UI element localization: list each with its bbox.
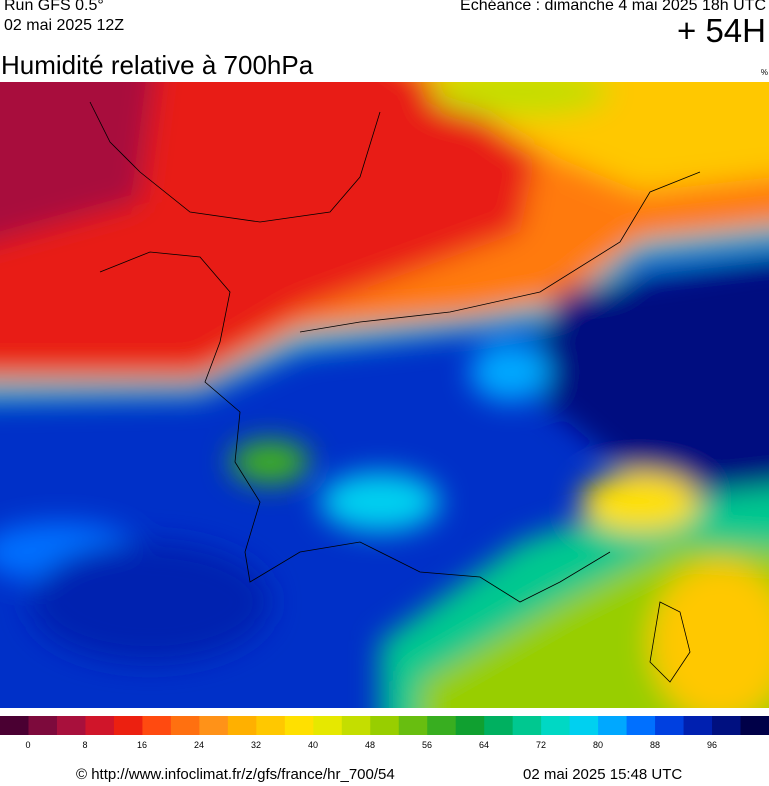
colorbar-swatch (712, 716, 742, 735)
colorbar-swatch (56, 716, 86, 735)
map (0, 82, 769, 708)
colorbar-swatch (655, 716, 685, 735)
colorbar-swatch (370, 716, 400, 735)
echeance: Echéance : dimanche 4 mai 2025 18h UTC (460, 0, 766, 14)
colorbar-label: 96 (707, 740, 717, 750)
colorbar-label: 16 (137, 740, 147, 750)
colorbar-swatch (569, 716, 599, 735)
colorbar-swatch (113, 716, 143, 735)
colorbar-swatch (341, 716, 371, 735)
colorbar-swatch (227, 716, 257, 735)
colorbar-swatch (740, 716, 769, 735)
colorbar-swatch (256, 716, 286, 735)
colorbar-swatch (142, 716, 172, 735)
colorbar-label: 48 (365, 740, 375, 750)
colorbar-swatch (626, 716, 656, 735)
source: © http://www.infoclimat.fr/z/gfs/france/… (76, 766, 395, 783)
colorbar-swatch (284, 716, 314, 735)
colorbar-label: 88 (650, 740, 660, 750)
colorbar-label: 32 (251, 740, 261, 750)
run-date: 02 mai 2025 12Z (4, 17, 125, 34)
coastlines (89, 101, 701, 683)
colorbar-swatch (427, 716, 457, 735)
colorbar: 0 8 16 24 32 40 48 56 64 72 80 88 96 (0, 716, 769, 750)
colorbar-swatch (598, 716, 628, 735)
colorbar-swatch (28, 716, 58, 735)
colorbar-label: 8 (82, 740, 87, 750)
colorbar-swatch (398, 716, 428, 735)
colorbar-label: 56 (422, 740, 432, 750)
humidity-field (0, 82, 769, 708)
colorbar-swatch (199, 716, 229, 735)
colorbar-label: 24 (194, 740, 204, 750)
colorbar-swatch (0, 716, 29, 735)
colorbar-swatch (455, 716, 485, 735)
colorbar-label: 0 (25, 740, 30, 750)
run-label: Run GFS 0.5° (4, 0, 104, 14)
colorbar-swatch (541, 716, 571, 735)
colorbar-label: 80 (593, 740, 603, 750)
offset: + 54H (677, 12, 766, 49)
timestamp: 02 mai 2025 15:48 UTC (523, 766, 683, 783)
colorbar-swatch (512, 716, 542, 735)
colorbar-swatch (313, 716, 343, 735)
colorbar-swatch (170, 716, 200, 735)
colorbar-label: 64 (479, 740, 489, 750)
colorbar-label: 40 (308, 740, 318, 750)
colorbar-label: 72 (536, 740, 546, 750)
colorbar-swatch (85, 716, 115, 735)
colorbar-swatch (683, 716, 713, 735)
unit: % (760, 68, 768, 77)
colorbar-swatch (484, 716, 514, 735)
map-title: Humidité relative à 700hPa (1, 50, 314, 80)
